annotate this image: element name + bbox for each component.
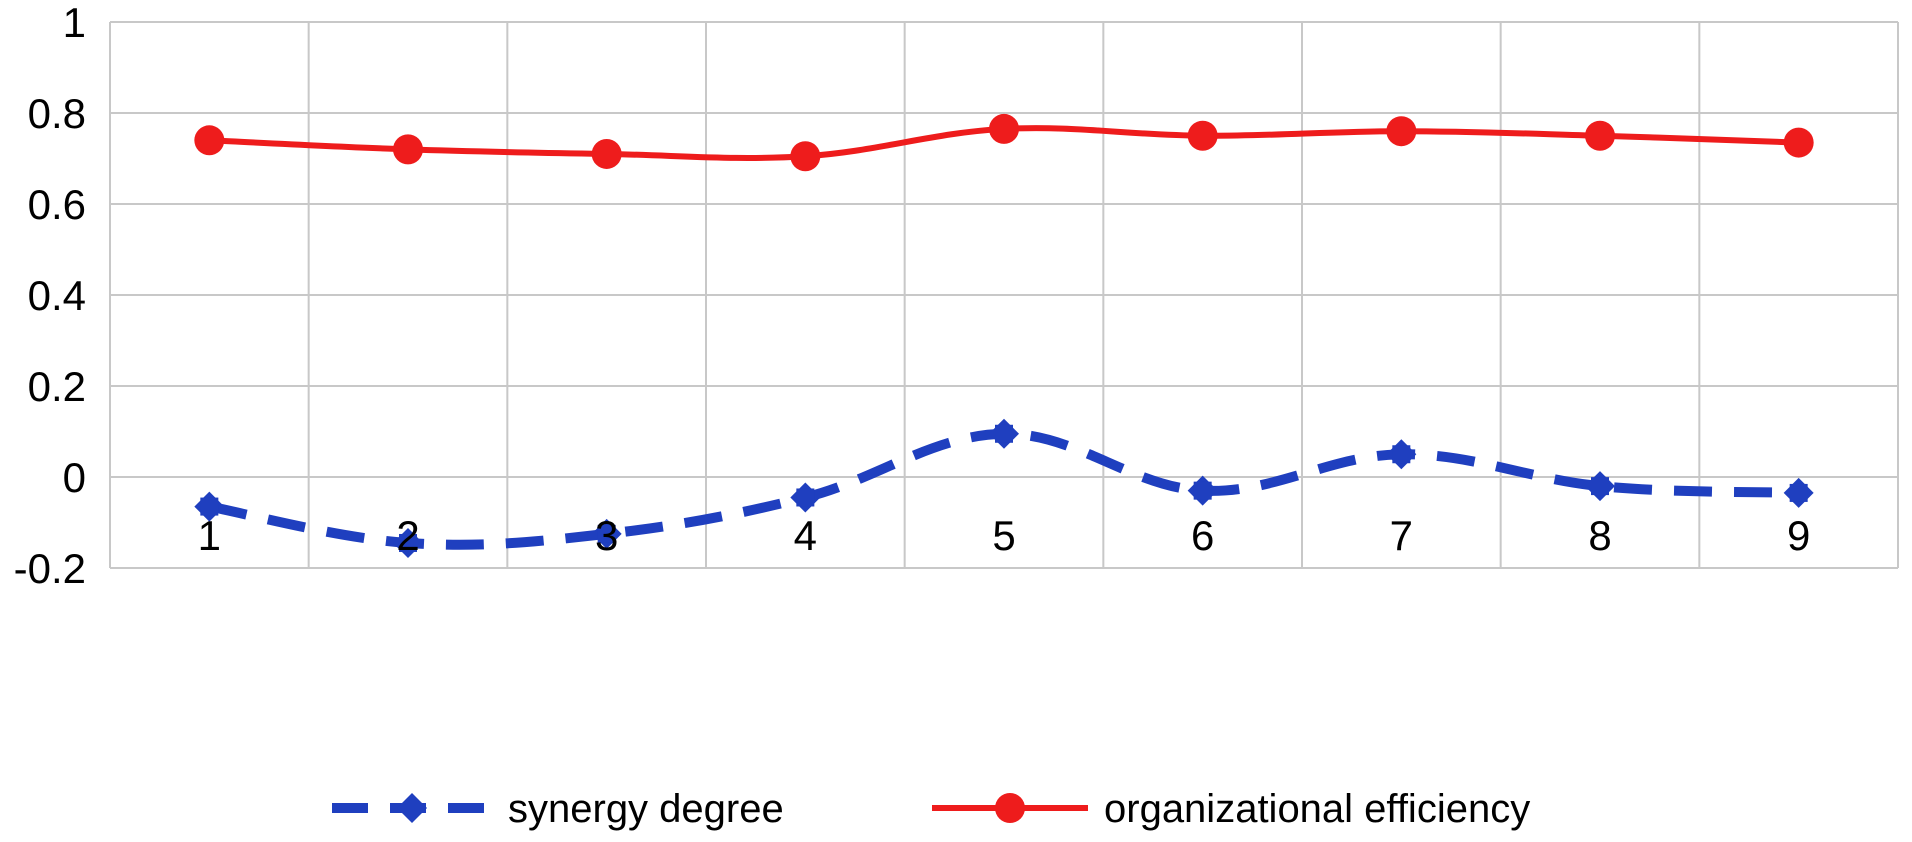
data-point — [591, 138, 622, 169]
data-point — [989, 113, 1019, 144]
x-axis-tick-labels: 1 2 3 4 5 6 7 8 9 — [198, 512, 1811, 559]
y-tick-label: 0.6 — [28, 181, 86, 228]
y-tick-label: 0.4 — [28, 272, 86, 319]
legend-marker — [995, 793, 1025, 823]
data-point-core — [1392, 445, 1411, 464]
grid-lines — [109, 21, 1899, 569]
data-series — [194, 113, 1814, 558]
data-point-core — [1789, 483, 1808, 502]
data-point — [194, 125, 225, 156]
x-tick-label: 1 — [198, 512, 221, 559]
legend: synergy degree organizational efficiency — [332, 787, 1530, 831]
legend-entry-organizational-efficiency: organizational efficiency — [932, 787, 1530, 831]
data-point-core — [399, 533, 417, 552]
series-organizational-efficiency — [194, 113, 1814, 172]
legend-label: organizational efficiency — [1104, 787, 1530, 831]
y-axis-tick-labels: -0.2 0 0.2 0.4 0.6 0.8 1 — [14, 0, 86, 592]
x-tick-label: 5 — [992, 512, 1015, 559]
y-tick-label: 1 — [63, 0, 86, 46]
x-tick-label: 2 — [396, 512, 419, 559]
y-tick-label: -0.2 — [14, 545, 86, 592]
data-point-core — [796, 488, 815, 507]
x-tick-label: 9 — [1787, 512, 1810, 559]
x-tick-label: 6 — [1191, 512, 1214, 559]
x-tick-label: 3 — [595, 512, 618, 559]
data-point-core — [200, 497, 219, 516]
data-point — [1783, 127, 1814, 158]
series-synergy-degree — [194, 418, 1814, 558]
legend-label: synergy degree — [508, 787, 784, 831]
data-point — [1585, 120, 1615, 151]
x-tick-label: 4 — [794, 512, 817, 559]
data-point-core — [1193, 481, 1212, 500]
data-point-core — [597, 524, 616, 543]
y-tick-label: 0.2 — [28, 363, 86, 410]
data-point — [1187, 120, 1218, 151]
x-tick-label: 7 — [1390, 512, 1413, 559]
data-point — [393, 134, 423, 165]
data-point — [790, 141, 821, 172]
data-point-core — [1591, 477, 1609, 496]
data-point — [1386, 116, 1417, 147]
legend-marker — [397, 793, 427, 823]
legend-entry-synergy-degree: synergy degree — [332, 787, 784, 831]
data-point-core — [995, 424, 1013, 443]
y-tick-label: 0 — [63, 454, 86, 501]
y-tick-label: 0.8 — [28, 90, 86, 137]
x-tick-label: 8 — [1588, 512, 1611, 559]
